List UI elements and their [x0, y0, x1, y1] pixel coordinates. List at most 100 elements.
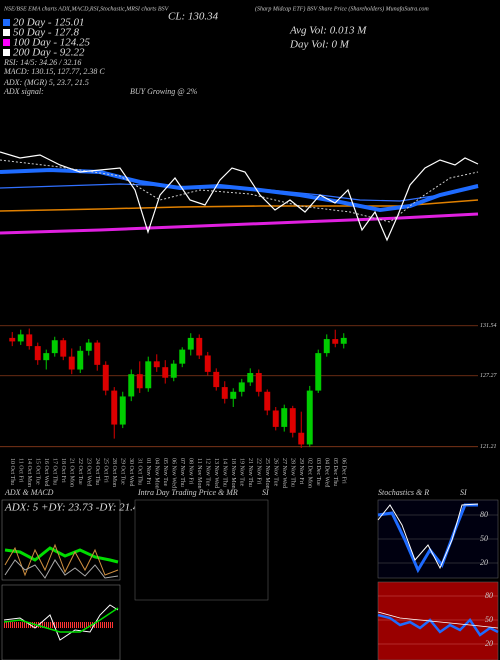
rsi-line	[377, 613, 499, 637]
stoch-d	[377, 503, 479, 570]
legend-swatch	[3, 19, 10, 26]
x-tick-label: 03 Dec Tue	[315, 458, 321, 486]
candle-body	[128, 374, 135, 397]
candle-body	[17, 334, 24, 342]
candle-body	[145, 361, 152, 389]
candle-body	[111, 390, 118, 425]
candle-body	[255, 373, 262, 392]
candle-body	[119, 396, 126, 425]
candle-body	[94, 342, 101, 365]
stoch-tick: 20	[480, 558, 488, 567]
candle-body	[289, 408, 296, 433]
y-tick-label: 121.21	[480, 444, 497, 450]
macd-signal	[3, 607, 119, 633]
candle-body	[298, 432, 305, 445]
candle-body	[162, 367, 169, 378]
x-tick-label: 17 Oct Thu	[51, 458, 57, 485]
candle-body	[196, 337, 203, 356]
macd-info: MACD: 130.15, 127.77, 2.38 C	[3, 67, 105, 76]
x-tick-label: 06 Dec Fri	[340, 458, 346, 484]
ema-200	[0, 212, 479, 235]
stoch-tick: 80	[480, 510, 488, 519]
candle-body	[187, 337, 194, 350]
candle-body	[332, 339, 339, 344]
x-tick-label: 29 Nov Fri	[298, 458, 304, 485]
x-tick-label: 22 Nov Fri	[255, 458, 261, 485]
stoch-k	[377, 503, 478, 574]
legend-swatch	[3, 49, 10, 56]
candle-body	[238, 382, 245, 392]
legend-swatch	[3, 29, 10, 36]
source: NSE/BSE EMA charts ADX,MACD,RSI,Stochast…	[3, 6, 170, 12]
x-tick-label: 02 Dec Mon	[306, 458, 312, 488]
day-vol: Day Vol: 0 M	[289, 39, 350, 51]
candle-body	[43, 353, 50, 361]
x-tick-label: 29 Oct Tue	[119, 458, 125, 485]
candle-body	[68, 356, 75, 370]
adx-line	[4, 546, 119, 564]
legend-entry: 100 Day - 124.25	[13, 37, 90, 49]
candle-body	[230, 391, 237, 399]
avg-vol: Avg Vol: 0.013 M	[289, 25, 367, 37]
panel-title: Stochastics & R	[378, 488, 429, 497]
x-tick-label: 04 Nov Mon	[153, 458, 159, 489]
x-tick-label: 22 Oct Tue	[77, 458, 83, 485]
rsi-panel	[377, 581, 499, 660]
x-tick-label: 04 Dec Wed	[323, 458, 329, 487]
x-tick-label: 07 Nov Thu	[179, 458, 185, 487]
x-tick-label: 28 Oct Mon	[111, 458, 117, 487]
candle-body	[102, 364, 109, 391]
rsi-info: RSI: 14/5: 34.26 / 32.16	[3, 58, 81, 67]
x-tick-label: 10 Oct Thu	[9, 458, 15, 485]
x-tick-label: 13 Nov Wed	[213, 458, 219, 488]
close: CL: 130.34	[168, 11, 219, 23]
x-tick-label: 25 Oct Fri	[102, 458, 108, 483]
x-tick-label: 23 Oct Wed	[85, 458, 91, 486]
x-tick-label: 16 Oct Wed	[43, 458, 49, 486]
candle-body	[281, 408, 288, 427]
signal-line	[0, 159, 479, 223]
candle-body	[340, 337, 347, 344]
candle-body	[85, 342, 92, 351]
candle-body	[51, 340, 58, 354]
rsi-grid	[378, 595, 498, 645]
rsi-tick: 80	[485, 591, 493, 600]
x-tick-label: 31 Oct Thu	[136, 458, 142, 485]
ema-20	[0, 167, 479, 213]
x-tick-label: 18 Oct Fri	[60, 458, 66, 483]
x-tick-label: 27 Nov Wed	[281, 458, 287, 488]
x-tick-label: 14 Nov Thu	[221, 458, 227, 487]
candle-body	[136, 374, 143, 389]
x-tick-label: 05 Nov Tue	[162, 458, 168, 487]
stock-name: (Sharp Midcap ETF) BSV Share Price (Shar…	[255, 5, 429, 12]
candle-body	[153, 361, 160, 368]
x-tick-label: 30 Oct Wed	[128, 458, 134, 486]
x-tick-label: 11 Oct Fri	[17, 458, 23, 483]
candle-body	[221, 387, 228, 399]
x-tick-label: 18 Nov Mon	[230, 458, 236, 489]
candle-body	[9, 337, 16, 342]
legend-entry: 20 Day - 125.01	[13, 17, 85, 29]
candle-body	[213, 371, 220, 388]
x-tick-label: 28 Nov Thu	[289, 458, 295, 487]
intraday-panel	[134, 499, 269, 601]
legend-entry: 50 Day - 127.8	[13, 27, 79, 39]
adx-info: ADX: (MGR) 5, 23.7, 21.5	[3, 78, 89, 87]
stoch-grid	[378, 514, 498, 564]
y-tick-label: 131.54	[480, 322, 497, 329]
candle-body	[34, 346, 41, 361]
candle-body	[323, 339, 330, 354]
rsi-tick: 20	[485, 639, 493, 648]
adx-signal-label: ADX signal:	[3, 87, 44, 96]
x-tick-label: 05 Dec Thu	[332, 458, 338, 486]
candle-body	[264, 391, 271, 411]
stoch-tick: 50	[480, 534, 488, 543]
legend-entry: 200 Day - 92.22	[13, 47, 85, 59]
candle-body	[179, 349, 186, 364]
y-tick-label: 127.27	[480, 373, 498, 379]
panel-title: SI	[262, 488, 269, 497]
di-plus	[4, 543, 119, 577]
legend-swatch	[3, 39, 10, 46]
x-tick-label: 19 Nov Tue	[238, 458, 244, 487]
